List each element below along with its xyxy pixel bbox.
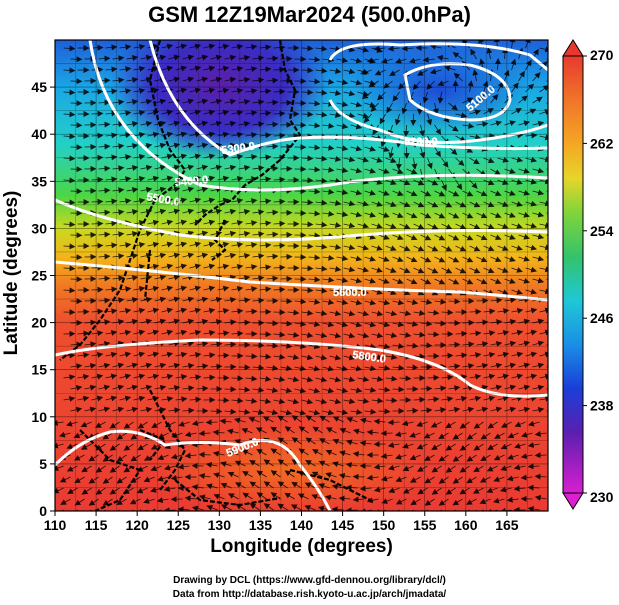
contour-line-5800: [55, 338, 548, 398]
colorbar-tick-label: 246: [590, 310, 614, 326]
contour-line-5100: [403, 62, 512, 122]
contour-label-5800: 5800.0: [352, 349, 387, 366]
contour-line-5400: [88, 40, 548, 192]
x-tick-label: 165: [495, 517, 519, 533]
y-tick-label: 15: [31, 362, 47, 378]
colorbar-bottom-triangle: [562, 492, 584, 510]
x-axis: 110 115 120 125 130 135 140 145 150 155 160 165: [44, 511, 519, 533]
y-tick-label: 30: [31, 220, 47, 236]
x-tick-label: 150: [372, 517, 396, 533]
contour-line-5900: [55, 429, 332, 511]
x-tick-label: 115: [85, 517, 108, 533]
x-tick-label: 120: [125, 517, 149, 533]
colorbar-tick-label: 238: [590, 398, 614, 414]
y-tick-label: 10: [31, 409, 47, 425]
contour-label-5600: 5600.0: [333, 287, 367, 299]
y-tick-label: 20: [31, 315, 47, 331]
coastline: [59, 40, 371, 511]
x-tick-label: 155: [413, 517, 437, 533]
x-tick-label: 145: [331, 517, 355, 533]
x-tick-label: 130: [208, 517, 232, 533]
colorbar: 270 262 254 246 238 230: [562, 39, 614, 510]
y-tick-label: 40: [31, 126, 47, 142]
contour-line-5600: [55, 260, 548, 302]
lat-lon-grid: [55, 40, 548, 511]
y-tick-label: 5: [39, 456, 47, 472]
x-axis-label: Longitude (degrees): [210, 536, 393, 557]
y-axis-label: Latitude (degrees): [1, 190, 22, 356]
colorbar-tick-label: 270: [590, 47, 614, 63]
y-tick-label: 35: [31, 173, 47, 189]
x-tick-label: 110: [44, 517, 67, 533]
contour-line-5500: [55, 198, 548, 242]
y-tick-label: 25: [31, 268, 47, 284]
chart-title: GSM 12Z19Mar2024 (500.0hPa): [148, 2, 471, 27]
height-contours: [55, 40, 548, 511]
colorbar-tick-label: 230: [590, 489, 614, 505]
x-tick-label: 135: [249, 517, 273, 533]
colorbar-top-triangle: [562, 39, 584, 57]
x-tick-label: 140: [290, 517, 314, 533]
x-tick-label: 125: [167, 517, 191, 533]
credit-drawing: Drawing by DCL (https://www.gfd-dennou.o…: [173, 575, 446, 586]
y-tick-label: 45: [31, 79, 47, 95]
contour-label-5300: 5300.0: [221, 140, 256, 157]
colorbar-body: [562, 55, 584, 494]
contour-line-5300: [148, 40, 548, 157]
x-tick-label: 160: [454, 517, 478, 533]
contour-label-5500: 5500.0: [145, 191, 180, 209]
colorbar-tick-label: 254: [590, 223, 614, 239]
colorbar-tick-label: 262: [590, 135, 614, 151]
wind-vectors: [55, 40, 548, 511]
credit-data: Data from http://database.rish.kyoto-u.a…: [172, 589, 447, 600]
contour-label-5200: 5200.0: [404, 136, 438, 148]
y-tick-label: 0: [39, 503, 47, 519]
y-axis: 0 5 10 15 20 25 30 35 40 45: [31, 79, 55, 519]
